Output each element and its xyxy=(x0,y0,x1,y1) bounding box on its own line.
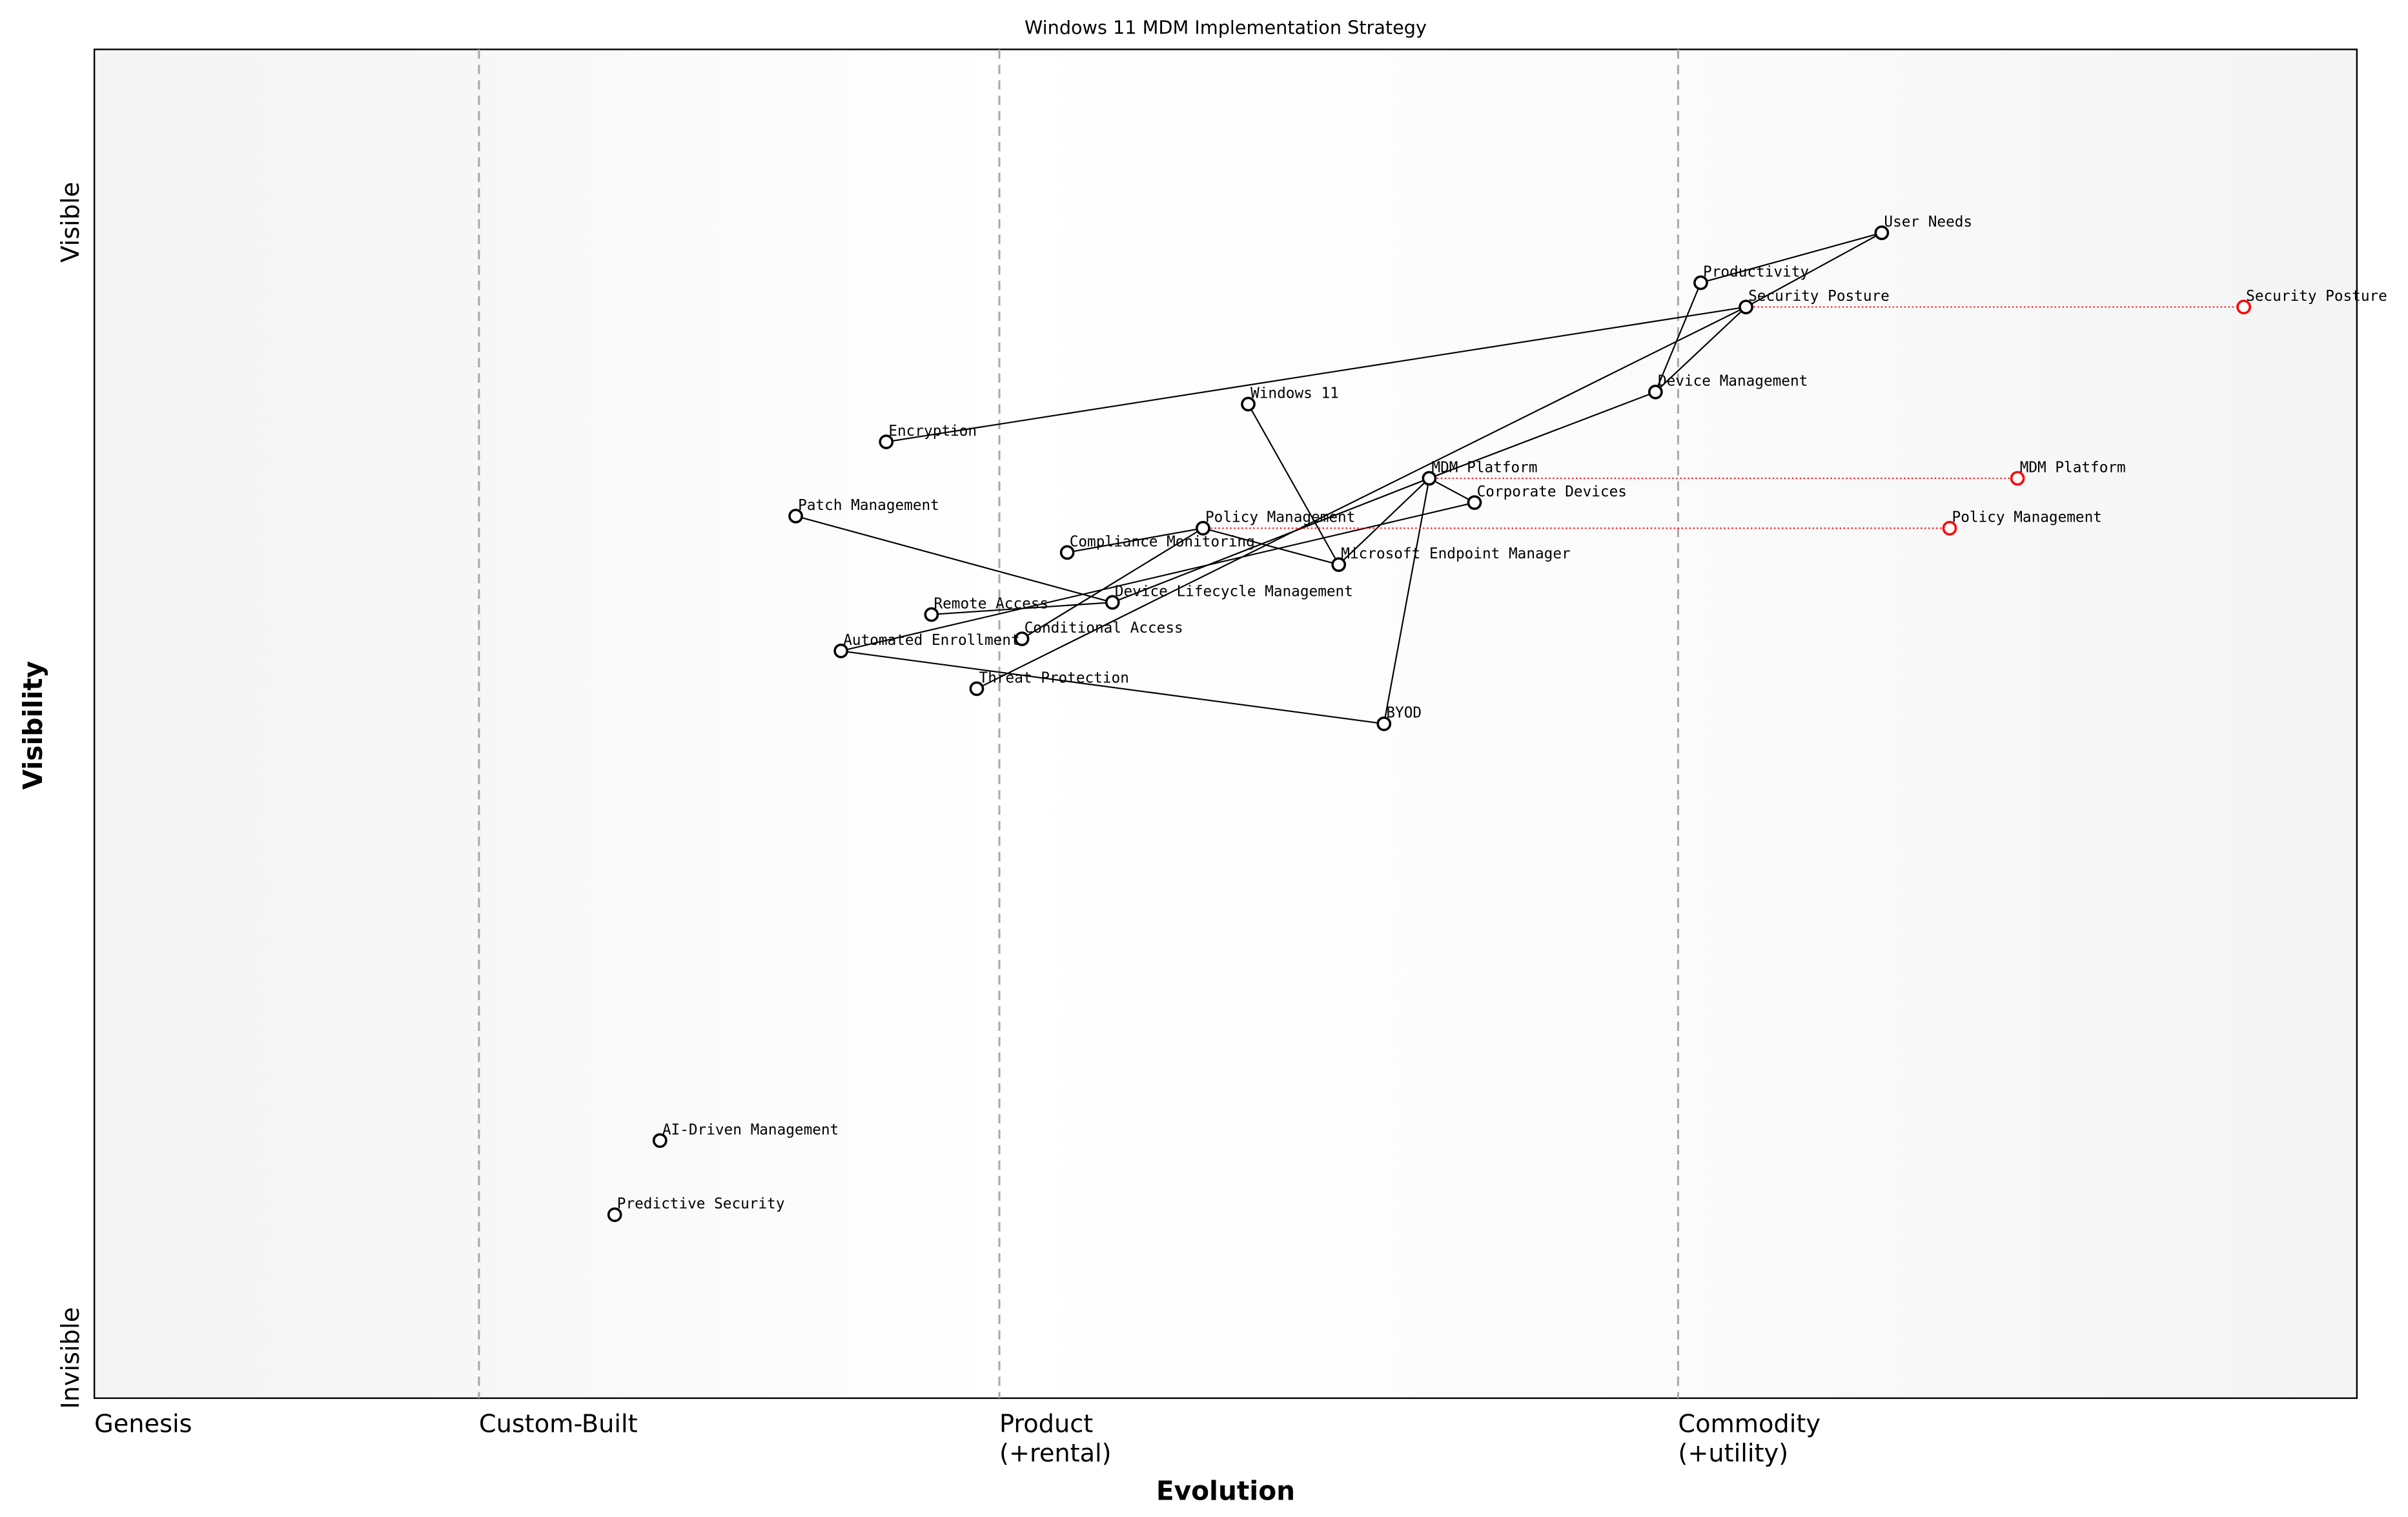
component-label: Security Posture xyxy=(1748,288,1890,305)
evolved-component-label: Security Posture xyxy=(2246,288,2387,305)
y-axis-bottom-label: Invisible xyxy=(56,1307,85,1409)
component-label: AI-Driven Management xyxy=(662,1121,839,1138)
evolved-component-marker xyxy=(2236,300,2251,314)
dependency-link xyxy=(795,515,1113,604)
component-marker xyxy=(879,434,894,449)
component-marker xyxy=(1105,595,1120,610)
component-label: Windows 11 xyxy=(1250,385,1339,402)
component-marker xyxy=(833,644,849,658)
component-marker xyxy=(1693,275,1708,290)
dependency-link xyxy=(1746,232,1883,308)
dependency-link xyxy=(1021,527,1203,640)
component-label: MDM Platform xyxy=(1431,459,1537,476)
stage-label: Custom-Built xyxy=(479,1410,638,1439)
dependency-link xyxy=(976,306,1747,689)
dependency-link xyxy=(931,602,1113,616)
stage-sublabel: (+rental) xyxy=(999,1439,1112,1468)
component-label: Productivity xyxy=(1703,263,1809,280)
component-marker xyxy=(1648,384,1663,400)
evolved-component-marker xyxy=(2010,471,2025,486)
chart-title: Windows 11 MDM Implementation Strategy xyxy=(1025,17,1427,39)
stage-label: Commodity xyxy=(1678,1410,1821,1439)
component-marker xyxy=(1422,471,1437,486)
y-axis-top-label: Visible xyxy=(56,182,85,263)
dependency-link xyxy=(1700,232,1883,284)
component-marker xyxy=(924,607,939,622)
component-marker xyxy=(1059,545,1075,560)
component-marker xyxy=(607,1207,622,1223)
y-axis-title: Visibility xyxy=(17,661,48,790)
evolved-component-label: Policy Management xyxy=(1952,509,2102,526)
dependency-link xyxy=(841,502,1475,652)
component-label: Corporate Devices xyxy=(1477,484,1627,500)
dependency-link xyxy=(1383,478,1430,724)
dependency-link xyxy=(1338,478,1430,565)
dependency-link xyxy=(1112,477,1430,604)
dependency-link xyxy=(1655,306,1747,392)
component-label: Threat Protection xyxy=(979,669,1129,686)
dependency-link xyxy=(1203,527,1339,565)
component-label: BYOD xyxy=(1386,705,1422,722)
evolved-component-marker xyxy=(1942,520,1957,536)
x-axis-title: Evolution xyxy=(1156,1476,1295,1507)
component-label: Encryption xyxy=(888,423,977,440)
component-marker xyxy=(1331,557,1347,573)
dependency-link xyxy=(841,650,1384,725)
component-marker xyxy=(1467,495,1482,510)
component-marker xyxy=(1241,396,1256,412)
component-marker xyxy=(1874,225,1890,241)
dependency-link xyxy=(1429,477,1475,504)
component-marker xyxy=(1196,520,1210,536)
stage-sublabel: (+utility) xyxy=(1678,1439,1788,1468)
stage-label: Genesis xyxy=(94,1410,192,1439)
component-label: Policy Management xyxy=(1205,509,1355,526)
plot-area xyxy=(93,48,2358,1400)
component-marker xyxy=(1014,631,1030,646)
component-label: Predictive Security xyxy=(617,1196,785,1212)
component-label: Compliance Monitoring xyxy=(1070,533,1255,550)
component-marker xyxy=(1376,716,1392,731)
dependency-link xyxy=(1066,527,1203,553)
component-marker xyxy=(1739,300,1753,314)
component-label: Device Lifecycle Management xyxy=(1115,584,1353,600)
component-label: Conditional Access xyxy=(1025,620,1183,636)
dependency-link xyxy=(1429,391,1656,479)
component-marker xyxy=(969,681,985,697)
component-label: Device Management xyxy=(1658,373,1808,390)
component-label: Patch Management xyxy=(798,497,939,514)
dependency-link xyxy=(1655,282,1702,392)
component-label: User Needs xyxy=(1884,214,1972,230)
component-label: Automated Enrollment xyxy=(843,632,1019,649)
component-label: Microsoft Endpoint Manager xyxy=(1341,545,1570,562)
component-marker xyxy=(788,509,803,524)
evolved-component-label: MDM Platform xyxy=(2020,459,2126,476)
stage-label: Product xyxy=(999,1410,1093,1439)
component-marker xyxy=(652,1133,668,1148)
dependency-link xyxy=(886,306,1746,443)
component-label: Remote Access xyxy=(934,595,1048,612)
